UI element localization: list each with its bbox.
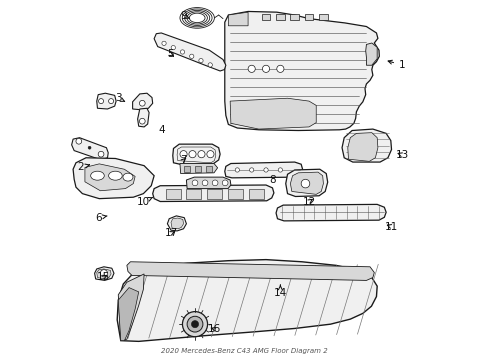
Polygon shape	[304, 14, 313, 21]
Circle shape	[189, 54, 194, 58]
Circle shape	[180, 50, 184, 54]
Polygon shape	[97, 269, 111, 279]
Text: 4: 4	[158, 125, 164, 135]
Text: 3: 3	[115, 93, 124, 103]
Polygon shape	[172, 144, 220, 164]
Circle shape	[278, 168, 282, 172]
Circle shape	[262, 65, 269, 72]
Text: 6: 6	[95, 213, 107, 222]
Polygon shape	[72, 138, 108, 160]
Circle shape	[171, 45, 175, 50]
Circle shape	[88, 146, 91, 149]
Text: 15: 15	[97, 272, 110, 282]
Circle shape	[188, 150, 196, 158]
Polygon shape	[207, 189, 222, 199]
Circle shape	[98, 151, 104, 157]
Circle shape	[301, 179, 309, 188]
Polygon shape	[97, 93, 116, 109]
Polygon shape	[347, 133, 377, 161]
Polygon shape	[171, 218, 183, 229]
Circle shape	[191, 320, 198, 328]
Circle shape	[187, 316, 203, 332]
Text: 13: 13	[395, 150, 408, 160]
Polygon shape	[205, 166, 211, 172]
Circle shape	[222, 180, 227, 186]
Ellipse shape	[122, 173, 133, 181]
Circle shape	[202, 180, 207, 186]
Circle shape	[180, 150, 187, 158]
Text: 7: 7	[180, 155, 186, 165]
Polygon shape	[180, 163, 217, 174]
Polygon shape	[230, 98, 316, 129]
Circle shape	[108, 99, 113, 104]
Polygon shape	[118, 288, 139, 341]
Circle shape	[247, 65, 255, 72]
Circle shape	[139, 118, 145, 124]
Text: 12: 12	[302, 197, 315, 207]
Circle shape	[192, 180, 198, 186]
Circle shape	[206, 150, 214, 158]
Text: 10: 10	[137, 197, 152, 207]
Text: 17: 17	[164, 228, 178, 238]
Circle shape	[76, 138, 81, 144]
Circle shape	[276, 65, 284, 72]
Text: 1: 1	[387, 60, 405, 70]
Circle shape	[249, 168, 253, 172]
Polygon shape	[341, 129, 391, 162]
Text: 16: 16	[207, 324, 220, 334]
Polygon shape	[261, 14, 270, 21]
Circle shape	[235, 168, 239, 172]
Polygon shape	[85, 164, 135, 191]
Text: 5: 5	[167, 49, 174, 59]
Polygon shape	[126, 262, 373, 280]
Polygon shape	[137, 108, 149, 127]
Polygon shape	[248, 189, 264, 199]
Circle shape	[207, 63, 212, 67]
Circle shape	[264, 168, 267, 172]
Circle shape	[100, 270, 107, 277]
Polygon shape	[290, 172, 323, 194]
Text: 2: 2	[77, 162, 89, 172]
Polygon shape	[228, 12, 247, 26]
Polygon shape	[184, 166, 190, 172]
Polygon shape	[186, 177, 230, 189]
Polygon shape	[276, 204, 386, 221]
Polygon shape	[118, 274, 144, 341]
Circle shape	[199, 58, 203, 63]
Ellipse shape	[90, 171, 104, 180]
Polygon shape	[276, 14, 284, 21]
Polygon shape	[227, 189, 243, 199]
Polygon shape	[117, 260, 376, 341]
Circle shape	[139, 100, 145, 106]
Polygon shape	[224, 162, 302, 178]
Text: 11: 11	[384, 222, 397, 231]
Polygon shape	[73, 158, 154, 199]
Text: 2020 Mercedes-Benz C43 AMG Floor Diagram 2: 2020 Mercedes-Benz C43 AMG Floor Diagram…	[161, 348, 327, 354]
Circle shape	[198, 150, 204, 158]
Polygon shape	[152, 185, 273, 202]
Polygon shape	[132, 93, 152, 110]
Polygon shape	[290, 14, 298, 21]
Polygon shape	[165, 189, 180, 199]
Polygon shape	[94, 267, 114, 280]
Polygon shape	[167, 216, 186, 231]
Circle shape	[162, 41, 166, 45]
Polygon shape	[195, 166, 201, 172]
Polygon shape	[285, 169, 327, 197]
Circle shape	[99, 99, 103, 104]
Text: 14: 14	[273, 285, 286, 298]
Ellipse shape	[108, 171, 122, 180]
Polygon shape	[319, 14, 327, 21]
Polygon shape	[224, 12, 379, 131]
Text: 9: 9	[180, 11, 189, 21]
Polygon shape	[154, 33, 225, 71]
Polygon shape	[365, 43, 376, 65]
Circle shape	[212, 180, 218, 186]
Polygon shape	[186, 189, 201, 199]
Text: 8: 8	[268, 175, 275, 185]
Circle shape	[182, 312, 207, 337]
